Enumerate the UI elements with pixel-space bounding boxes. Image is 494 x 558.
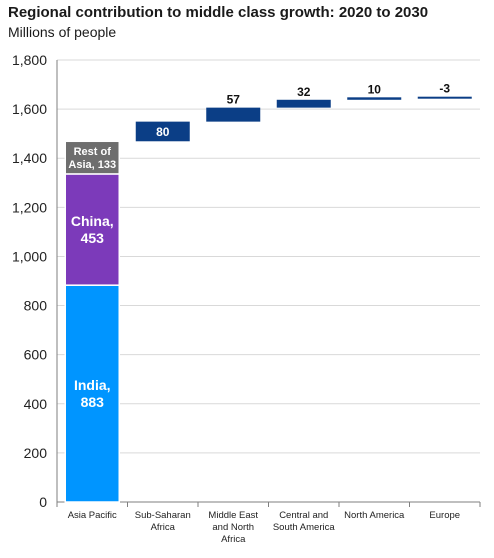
bar	[347, 97, 402, 100]
y-tick-label: 0	[39, 494, 47, 510]
data-label: 80	[156, 125, 170, 139]
bar	[276, 99, 331, 108]
y-tick-label: 1,800	[12, 52, 47, 68]
chart-title: Regional contribution to middle class gr…	[8, 4, 429, 21]
data-label: 10	[368, 82, 382, 96]
data-label: India, 883	[74, 377, 111, 410]
x-tick-label: Sub-Saharan Africa	[135, 510, 191, 533]
x-tick-label: Asia Pacific	[68, 510, 117, 521]
y-tick-label: 600	[24, 347, 48, 363]
data-label: 57	[227, 93, 241, 107]
data-label: China, 453	[71, 213, 114, 246]
data-label: -3	[439, 82, 450, 96]
y-tick-label: 1,600	[12, 101, 47, 117]
x-tick-label: Europe	[429, 510, 460, 521]
data-label: 32	[297, 85, 311, 99]
y-tick-label: 1,200	[12, 199, 47, 215]
chart-subtitle: Millions of people	[8, 24, 117, 40]
bar	[135, 121, 190, 142]
data-label: Rest of Asia, 133	[68, 146, 116, 171]
bar	[417, 96, 472, 99]
x-tick-label: Middle East and North Africa	[208, 510, 258, 545]
bar-segment	[64, 140, 120, 175]
y-tick-label: 800	[24, 298, 48, 314]
bar	[206, 107, 261, 122]
x-tick-label: North America	[344, 510, 405, 521]
y-tick-label: 200	[24, 445, 48, 461]
x-tick-label: Central and South America	[273, 510, 335, 533]
y-tick-label: 1,000	[12, 248, 47, 264]
y-tick-label: 400	[24, 396, 48, 412]
y-tick-label: 1,400	[12, 150, 47, 166]
bar-segment	[64, 173, 120, 286]
